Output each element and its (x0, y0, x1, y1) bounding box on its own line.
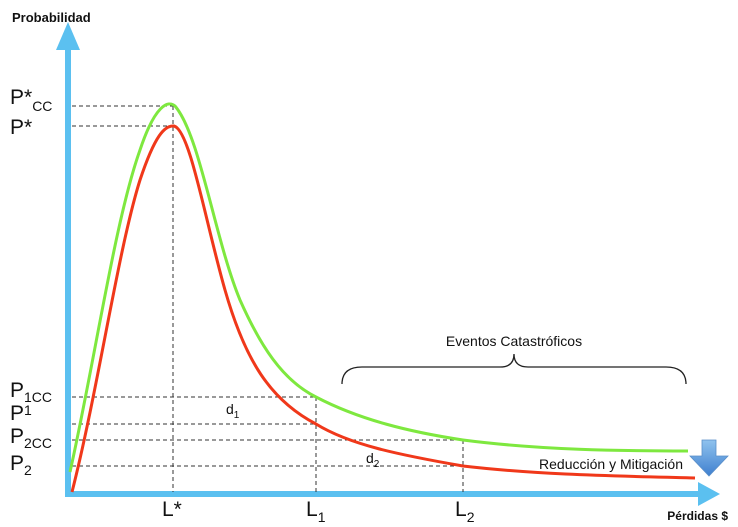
x-tick-l-star: L* (162, 498, 182, 521)
y-tick-p1: P1 (10, 402, 32, 425)
reduction-down-arrow-icon (689, 439, 729, 477)
y-axis-label: Probabilidad (12, 10, 91, 25)
guide-lines (72, 105, 464, 492)
label-d2: d2 (366, 450, 380, 470)
label-d1: d1 (226, 401, 240, 421)
label-reduction-mitigation: Reducción y Mitigación (539, 456, 683, 472)
y-tick-p2cc: P2CC (10, 425, 52, 451)
y-tick-p-star: P* (10, 116, 32, 139)
x-axis-arrowhead (698, 482, 720, 506)
y-axis-arrowhead (56, 22, 80, 50)
label-catastrophic-events: Eventos Catastróficos (446, 333, 582, 349)
red-curve (70, 124, 696, 493)
y-tick-p2: P2 (10, 452, 32, 478)
y-tick-p1cc: P1CC (10, 379, 52, 405)
x-tick-l1: L1 (306, 498, 326, 525)
catastrophic-brace (341, 353, 687, 385)
x-axis-label: Pérdidas $ (667, 509, 728, 523)
green-curve (68, 102, 689, 473)
y-tick-p-cc: P*CC (10, 86, 52, 114)
x-tick-l2: L2 (455, 498, 475, 525)
